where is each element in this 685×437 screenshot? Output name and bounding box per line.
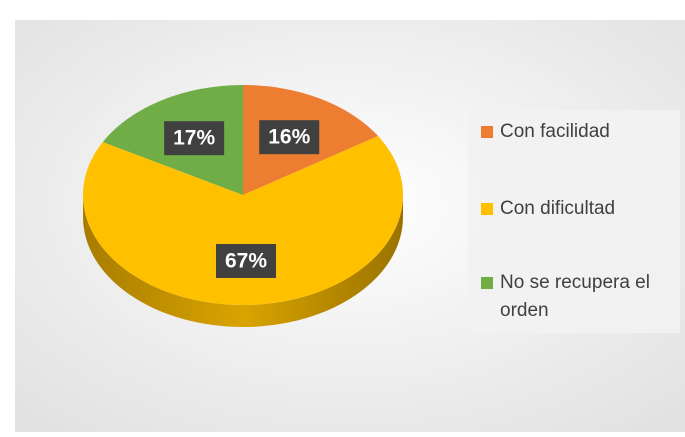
data-label: 16% bbox=[268, 126, 310, 149]
data-label: 67% bbox=[225, 250, 267, 273]
data-label-box bbox=[259, 120, 320, 155]
legend-swatch bbox=[481, 277, 493, 289]
legend-box bbox=[468, 110, 680, 333]
legend-label: No se recupera el orden bbox=[500, 272, 650, 321]
legend-swatch bbox=[481, 126, 493, 138]
legend-swatch bbox=[481, 203, 493, 215]
data-label: 17% bbox=[173, 127, 215, 150]
pie-side bbox=[83, 195, 403, 327]
pie-slice bbox=[82, 136, 403, 305]
legend-label: Con facilidad bbox=[500, 121, 610, 142]
data-label-box bbox=[216, 243, 277, 278]
legend-label: Con dificultad bbox=[500, 198, 615, 219]
data-label-box bbox=[164, 121, 225, 156]
legend: Con facilidad Con dificultad No se recuper… bbox=[481, 121, 650, 321]
pie: 16% 67% 17% bbox=[82, 85, 403, 327]
